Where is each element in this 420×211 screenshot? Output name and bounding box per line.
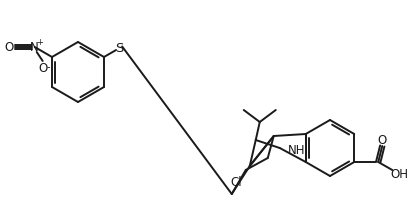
Text: N: N <box>30 41 39 54</box>
Text: OH: OH <box>390 168 408 180</box>
Text: +: + <box>36 38 43 46</box>
Text: S: S <box>116 42 124 54</box>
Text: O: O <box>378 134 387 147</box>
Text: O: O <box>38 62 47 76</box>
Text: O: O <box>4 41 13 54</box>
Text: Cl: Cl <box>230 176 241 188</box>
Text: -: - <box>47 62 50 72</box>
Text: NH: NH <box>288 145 305 157</box>
